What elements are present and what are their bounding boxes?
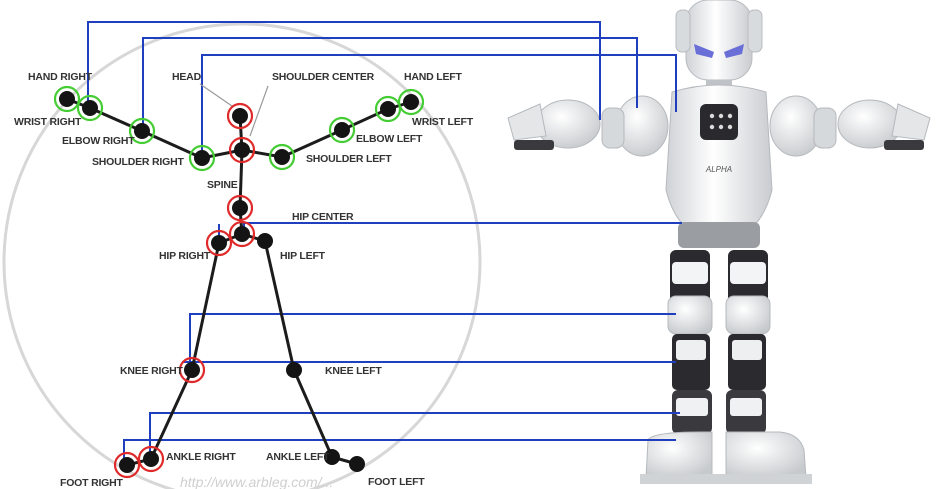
label-shoulder-left: SHOULDER LEFT	[306, 153, 392, 165]
mapping-line-wrist-right	[87, 21, 601, 120]
joint-knee-right	[184, 362, 200, 378]
label-hip-center: HIP CENTER	[292, 211, 354, 223]
joint-hip-left	[257, 233, 273, 249]
label-shoulder-right: SHOULDER RIGHT	[92, 156, 184, 168]
joint-hip-right	[211, 235, 227, 251]
label-spine: SPINE	[207, 179, 238, 191]
bone-elbow-left-wrist-left	[340, 107, 390, 132]
joint-ring-wrist-right	[76, 94, 104, 122]
bone-wrist-right-elbow-right	[88, 106, 144, 133]
label-knee-left: KNEE LEFT	[325, 365, 382, 377]
robot-chest-label: ALPHA	[705, 165, 732, 174]
label-foot-left: FOOT LEFT	[368, 476, 425, 488]
joint-wrist-left	[380, 101, 396, 117]
joint-labels: HAND RIGHT WRIST RIGHT ELBOW RIGHT SHOULDER…	[14, 71, 474, 489]
bone-shoulder-center-spine	[238, 148, 244, 210]
joint-hand-left	[403, 94, 419, 110]
label-foot-right: FOOT RIGHT	[60, 477, 124, 489]
joint-elbow-right	[134, 123, 150, 139]
skeleton-joints	[53, 85, 425, 479]
label-head: HEAD	[172, 71, 202, 83]
bone-knee-left-ankle-left	[292, 368, 334, 459]
joint-spine	[232, 200, 248, 216]
joint-ring-ankle-right	[137, 445, 165, 473]
joint-ring-hip-right	[205, 229, 233, 257]
head-pointer-arrow	[199, 83, 233, 107]
bone-knee-right-ankle-right	[149, 368, 194, 461]
shoulder-center-pointer-arrow	[249, 85, 269, 137]
label-knee-right: KNEE RIGHT	[120, 365, 184, 377]
joint-wrist-right	[82, 100, 98, 116]
mapping-line-foot-right	[123, 439, 676, 465]
watermark-url: http://www.arbleg.com/...	[180, 474, 333, 489]
label-wrist-right: WRIST RIGHT	[14, 116, 82, 128]
bone-hip-left-knee-left	[263, 239, 296, 372]
joint-ring-elbow-left	[328, 116, 356, 144]
joint-shoulder-center	[234, 142, 250, 158]
joint-ring-hip-center	[228, 220, 256, 248]
joint-elbow-left	[334, 122, 350, 138]
joint-to-robot-mapping-lines	[87, 21, 682, 465]
joint-ring-head	[226, 102, 254, 130]
joint-shoulder-left	[274, 149, 290, 165]
label-pointer-arrows	[199, 83, 269, 137]
joint-ankle-left	[324, 449, 340, 465]
label-shoulder-center: SHOULDER CENTER	[272, 71, 375, 83]
label-hand-right: HAND RIGHT	[28, 71, 93, 83]
humanoid-robot-image: ALPHA	[507, 0, 931, 484]
label-ankle-right: ANKLE RIGHT	[166, 451, 236, 463]
joint-foot-left	[349, 456, 365, 472]
joint-foot-right	[119, 457, 135, 473]
label-elbow-right: ELBOW RIGHT	[62, 135, 135, 147]
label-elbow-left: ELBOW LEFT	[356, 133, 423, 145]
joint-head	[232, 108, 248, 124]
mapping-line-knee-right-upper	[189, 313, 676, 368]
joint-ring-elbow-right	[128, 117, 156, 145]
joint-ankle-right	[143, 451, 159, 467]
label-hand-left: HAND LEFT	[404, 71, 462, 83]
mapping-line-elbow-right	[142, 37, 638, 131]
joint-ring-knee-right	[178, 356, 206, 384]
joint-ring-spine	[226, 194, 254, 222]
bone-elbow-right-shoulder-right	[140, 129, 204, 160]
joint-hip-center	[234, 226, 250, 242]
joint-hand-right	[59, 91, 75, 107]
bone-hip-right-knee-right	[190, 241, 221, 372]
mapping-line-shoulder-right	[201, 54, 677, 158]
joint-ring-shoulder-center	[228, 136, 256, 164]
joint-ring-shoulder-left	[268, 143, 296, 171]
label-ankle-left: ANKLE LEFT	[266, 451, 330, 463]
joint-ring-hand-left	[397, 88, 425, 116]
label-wrist-left: WRIST LEFT	[412, 116, 474, 128]
joint-ring-shoulder-right	[188, 144, 216, 172]
joint-ring-foot-right	[113, 451, 141, 479]
mapping-line-ankle-right	[149, 412, 680, 459]
label-hip-right: HIP RIGHT	[159, 250, 211, 262]
joint-ring-hand-right	[53, 85, 81, 113]
mapping-line-hip-center	[243, 222, 682, 234]
joint-shoulder-right	[194, 150, 210, 166]
joint-knee-left	[286, 362, 302, 378]
background-circle	[2, 22, 482, 489]
label-hip-left: HIP LEFT	[280, 250, 326, 262]
